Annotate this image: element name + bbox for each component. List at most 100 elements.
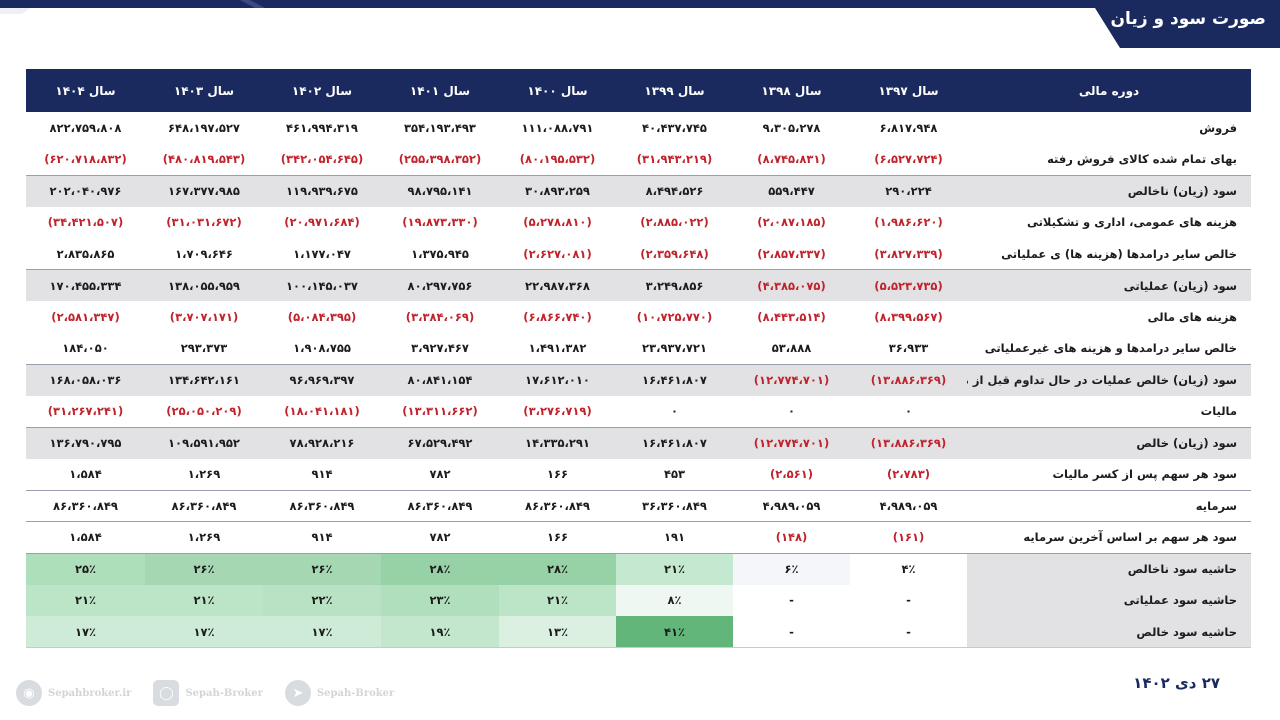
table-cell: (۲،۵۶۱) (770, 467, 813, 481)
table-cell: (۳۱،۲۶۷،۲۴۱) (47, 404, 124, 418)
table-cell: ۸۰،۲۹۷،۷۵۶ (381, 269, 499, 301)
row-label: سود هر سهم بر اساس آخرین سرمایه (967, 521, 1251, 553)
table-cell: ۸۶،۳۶۰،۸۴۹ (26, 489, 145, 522)
table-cell: (۸۰،۱۹۵،۵۳۲) (519, 152, 596, 166)
table-cell: ۶،۸۱۷،۹۴۸ (879, 120, 938, 135)
instagram-icon: ◯ (153, 680, 180, 706)
table-cell: ۸۲۲،۷۵۹،۸۰۸ (49, 120, 122, 135)
table-cell: (۲،۳۵۹،۶۴۸) (640, 246, 709, 261)
table-cell: (۲،۷۸۳) (887, 467, 930, 481)
header-year-4: سال ۱۴۰۰ (499, 69, 616, 112)
table-cell: ۸۶،۳۶۰،۸۴۹ (381, 489, 499, 522)
table-cell: (۱۴۸) (733, 521, 850, 553)
table-cell: ۶٪ (733, 552, 850, 585)
table-cell: ۲۵٪ (26, 552, 145, 585)
table-cell: (۸،۳۹۹،۵۶۷) (874, 309, 943, 324)
table-cell: ۳۰،۸۹۳،۲۵۹ (499, 174, 616, 207)
table-cell: ۱۰۹،۵۹۱،۹۵۲ (145, 426, 263, 459)
table-row: سود (زیان) خالص عملیات در حال تداوم قبل … (26, 363, 1251, 396)
table-cell: ۸۶،۳۶۰،۸۴۹ (499, 489, 616, 522)
table-cell: ۴،۹۸۹،۰۵۹ (850, 489, 967, 522)
table-cell: (۲۵،۰۵۰،۲۰۹) (166, 404, 242, 418)
table-cell: ۱۶،۴۶۱،۸۰۷ (616, 363, 733, 396)
table-cell: ۱۹٪ (381, 616, 499, 648)
table-row: حاشیه سود ناخالص ۴٪ ۶٪ ۲۱٪ ۲۸٪ ۲۸٪ ۲۶٪ ۲۶٪ ۲۵٪ (26, 552, 1251, 585)
table-cell: ۱۷٪ (26, 616, 145, 648)
table-cell: ۸۰،۸۴۱،۱۵۴ (381, 363, 499, 396)
table-cell: ۲۰۲،۰۴۰،۹۷۶ (26, 174, 145, 207)
footer-links: ◉ Sepahbroker.ir ◯ Sepah-Broker ➤ Sepah-… (16, 676, 394, 710)
table-cell: ۲۱٪ (26, 584, 145, 616)
table-cell: (۶،۸۶۶،۷۴۰) (523, 309, 592, 324)
table-cell: ۹۸،۷۹۵،۱۴۱ (381, 174, 499, 207)
table-cell: ۲،۸۳۵،۸۶۵ (56, 246, 115, 261)
table-cell: ۱،۷۰۹،۶۴۶ (175, 246, 233, 261)
row-label: حاشیه سود عملیاتی (967, 584, 1251, 616)
header-year-6: سال ۱۴۰۲ (263, 69, 381, 112)
table-cell: ۰ (904, 404, 913, 418)
table-cell: (۲،۰۸۷،۱۸۵) (757, 215, 826, 230)
table-cell: ۴۶۱،۹۹۴،۳۱۹ (286, 120, 358, 135)
table-row: مالیات ۰ ۰ ۰ (۳،۲۷۶،۷۱۹) (۱۳،۳۱۱،۶۶۲) (۱۸،۰۴۱،… (26, 396, 1251, 428)
instagram-link-text: Sepah-Broker (185, 687, 263, 699)
table-cell: ۵۵۹،۴۴۷ (733, 174, 850, 207)
top-banner: صورت سود و زیان (0, 0, 1280, 48)
table-cell: ۴،۹۸۹،۰۵۹ (733, 489, 850, 522)
row-label: مالیات (1200, 404, 1237, 418)
table-row: هزینه های مالی (۸،۳۹۹،۵۶۷) (۸،۴۴۳،۵۱۴) (۱۰،… (26, 301, 1251, 333)
table-cell: ۳۶،۹۳۳ (888, 341, 929, 355)
website-link[interactable]: ◉ Sepahbroker.ir (16, 680, 131, 706)
table-row: سود هر سهم پس از کسر مالیات (۲،۷۸۳) (۲،۵۶۱… (26, 459, 1251, 491)
header-period-label: دوره مالی (967, 69, 1251, 112)
table-cell: ۹۶،۹۶۹،۳۹۷ (263, 363, 381, 396)
table-cell: ۱۰۰،۱۴۵،۰۳۷ (263, 269, 381, 301)
table-cell: ۲۹۳،۳۷۳ (180, 341, 228, 355)
table-cell: (۶،۵۲۷،۷۲۴) (874, 152, 943, 166)
table-cell: ۱۷۰،۴۵۵،۳۳۴ (26, 269, 145, 301)
table-cell: ۲۳٪ (381, 584, 499, 616)
table-cell: ۲۱٪ (499, 584, 616, 616)
header-year-2: سال ۱۳۹۸ (733, 69, 850, 112)
row-label: فروش (1199, 120, 1237, 135)
row-label: هزینه های عمومی، اداری و تشکیلاتی (1026, 215, 1237, 230)
table-cell: ۱،۴۹۱،۳۸۲ (528, 341, 587, 355)
table-cell: (۱۶۱) (850, 521, 967, 553)
table-cell: ۱۳٪ (499, 616, 616, 648)
table-cell: ۱،۱۷۷،۰۴۷ (293, 246, 351, 261)
telegram-link[interactable]: ➤ Sepah-Broker (284, 680, 394, 706)
header-year-5: سال ۱۴۰۱ (381, 69, 499, 112)
row-label: سود هر سهم پس از کسر مالیات (1052, 467, 1238, 481)
row-label: سود (زیان) خالص عملیات در حال تداوم قبل … (967, 363, 1251, 396)
table-cell: ۱۷٪ (263, 616, 381, 648)
header-year-3: سال ۱۳۹۹ (616, 69, 733, 112)
table-cell: ۱۳۴،۶۴۲،۱۶۱ (145, 363, 263, 396)
table-cell: ۲۸٪ (499, 552, 616, 585)
instagram-link[interactable]: ◯ Sepah-Broker (153, 680, 263, 706)
row-label: حاشیه سود ناخالص (967, 552, 1251, 585)
table-cell: ۳،۲۴۹،۸۵۶ (616, 269, 733, 301)
row-label: بهای تمام شده کالای فروش رفته (1047, 152, 1237, 166)
table-cell: (۲۰،۹۷۱،۶۸۴) (284, 215, 360, 230)
table-row: حاشیه سود عملیاتی - -۸٪ ۲۱٪ ۲۳٪ ۲۲٪ ۲۱٪ ۲۱٪ (26, 584, 1251, 616)
table-row: خالص سایر درامدها (هزینه ها) ی عملیاتی (۳… (26, 238, 1251, 270)
table-cell: ۲۱٪ (145, 584, 263, 616)
table-cell: (۳۱،۰۳۱،۶۷۲) (166, 215, 242, 230)
table-cell: ۱۷٪ (145, 616, 263, 648)
table-cell: ۱۶،۴۶۱،۸۰۷ (616, 426, 733, 459)
table-cell: ۱۶۶ (499, 521, 616, 553)
row-label: خالص سایر درامدها (هزینه ها) ی عملیاتی (1001, 246, 1237, 261)
table-cell: ۹۱۴ (311, 467, 333, 481)
table-cell: ۷۸۲ (381, 521, 499, 553)
table-cell: (۵،۲۷۸،۸۱۰) (523, 215, 592, 230)
table-cell: (۸،۷۴۵،۸۳۱) (757, 152, 826, 166)
table-cell: ۶۴۸،۱۹۷،۵۲۷ (168, 120, 240, 135)
table-cell: ۱،۹۰۸،۷۵۵ (293, 341, 351, 355)
table-row: خالص سایر درامدها و هزینه های غیرعملیاتی… (26, 333, 1251, 365)
table-cell: (۴،۳۸۵،۰۷۵) (733, 269, 850, 301)
table-cell: - (733, 584, 850, 616)
table-cell: ۱۱۹،۹۳۹،۶۷۵ (263, 174, 381, 207)
table-cell: ۸۶،۳۶۰،۸۴۹ (263, 489, 381, 522)
table-row: سود (زیان) ناخالص ۲۹۰،۲۲۴ ۵۵۹،۴۴۷ ۸،۴۹۴،۵۲۶… (26, 174, 1251, 207)
table-cell: (۳،۸۲۷،۳۳۹) (874, 246, 943, 261)
table-cell: ۲۲٪ (263, 584, 381, 616)
